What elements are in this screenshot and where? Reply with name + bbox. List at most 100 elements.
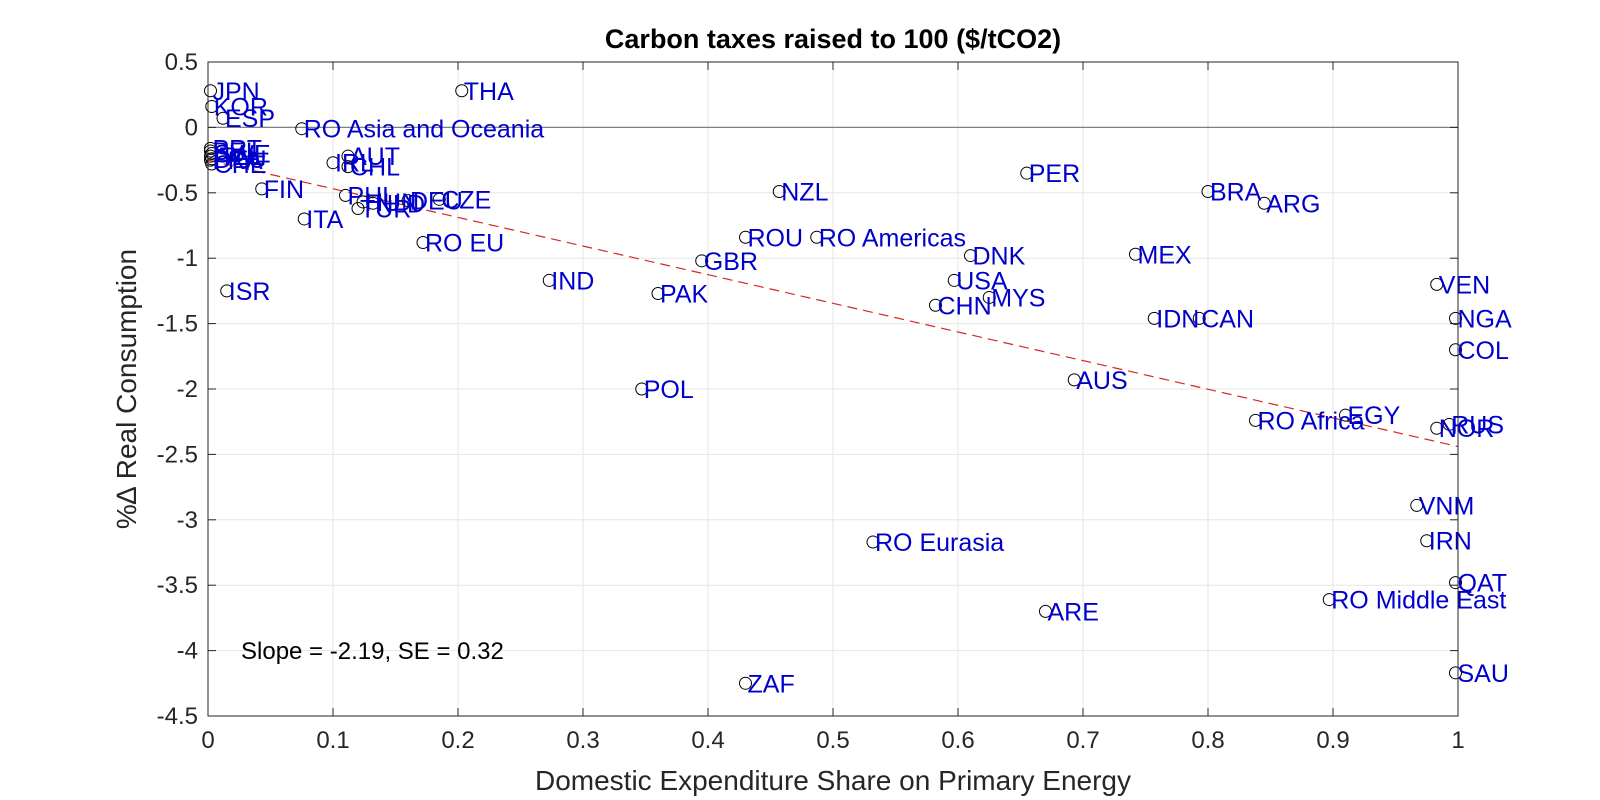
- point-label: RO EU: [425, 230, 504, 258]
- data-point: [1449, 576, 1462, 590]
- data-point: [205, 147, 219, 161]
- data-point: [204, 149, 217, 163]
- x-tick-label: 0.9: [1316, 727, 1349, 754]
- data-point: [255, 182, 269, 196]
- point-label: CZE: [441, 186, 491, 214]
- point-label: HUN: [365, 189, 419, 217]
- x-tick-label: 0.5: [816, 727, 849, 754]
- point-label: EGY: [1348, 402, 1401, 430]
- y-axis-ticks: 0.5 0 -0.5 -1 -1.5 -2 -2.5 -3 -3.5 -4 -4.5: [157, 49, 1458, 730]
- point-label: ISR: [229, 278, 271, 306]
- point-label: IDN: [1156, 305, 1199, 333]
- x-tick-label: 0: [201, 727, 214, 754]
- x-tick-label: 1: [1451, 727, 1464, 754]
- data-point: [204, 84, 217, 98]
- data-point: [205, 99, 219, 113]
- data-point: [416, 236, 430, 250]
- y-tick-label: 0.5: [165, 49, 198, 76]
- point-label: FIN: [264, 176, 304, 204]
- data-point: [1322, 593, 1336, 607]
- data-point: [205, 157, 219, 171]
- point-label: PER: [1029, 160, 1080, 188]
- point-label: RUS: [1451, 411, 1504, 439]
- point-label: RO Americas: [819, 224, 966, 252]
- data-point: [1449, 666, 1462, 680]
- point-label: ARE: [1048, 598, 1099, 626]
- point-label: NGA: [1458, 305, 1513, 333]
- point-label: VEN: [1439, 271, 1490, 299]
- point-label: GBR: [704, 248, 758, 276]
- data-point: [295, 122, 309, 136]
- x-axis-label: Domestic Expenditure Share on Primary En…: [535, 765, 1131, 796]
- point-label: ITA: [213, 143, 250, 171]
- data-point: [1430, 277, 1444, 291]
- point-label: PAK: [660, 281, 708, 309]
- data-point: [341, 160, 355, 174]
- data-point: [326, 156, 340, 170]
- data-point: [929, 298, 942, 312]
- chart-title: Carbon taxes raised to 100 ($/tCO2): [605, 24, 1061, 54]
- data-point: [366, 196, 380, 210]
- point-label: IRN: [1429, 528, 1472, 556]
- y-tick-label: -4: [177, 638, 198, 665]
- data-point: [455, 84, 469, 98]
- data-point: [432, 192, 446, 206]
- data-point: [220, 284, 234, 298]
- point-label: NOR: [1439, 415, 1495, 443]
- point-label: ARG: [1266, 190, 1320, 218]
- data-point: [339, 188, 352, 202]
- point-label: NZL: [781, 178, 828, 206]
- point-label: IRL: [335, 150, 374, 178]
- point-labels: JPNKORESPPRTBELSWEITADEUFRACHEFINITAISRR…: [213, 78, 1513, 699]
- data-point: [1430, 421, 1444, 435]
- point-label: ZAF: [748, 670, 795, 698]
- x-tick-label: 0.6: [941, 727, 974, 754]
- y-tick-label: -3.5: [157, 572, 198, 599]
- data-point: [356, 195, 370, 209]
- data-point: [1067, 373, 1081, 387]
- data-point: [635, 382, 649, 396]
- point-label: AUS: [1076, 367, 1127, 395]
- point-label: KOR: [214, 93, 268, 121]
- data-point: [1039, 604, 1052, 618]
- point-label: PHL: [348, 182, 397, 210]
- y-tick-label: -1: [177, 245, 198, 272]
- point-label: ROU: [748, 224, 804, 252]
- y-tick-label: -3: [177, 507, 198, 534]
- point-label: DNK: [973, 243, 1026, 271]
- data-point: [810, 230, 824, 244]
- point-label: POL: [644, 376, 694, 404]
- data-point: [1449, 343, 1462, 357]
- data-point: [216, 111, 230, 125]
- point-label: PRT: [213, 135, 263, 163]
- point-label: CAN: [1201, 305, 1254, 333]
- x-tick-label: 0.1: [316, 727, 349, 754]
- point-label: THA: [464, 78, 514, 106]
- data-point: [1249, 413, 1262, 427]
- point-label: RO Eurasia: [875, 529, 1004, 557]
- data-point: [401, 194, 415, 208]
- data-point: [739, 230, 752, 244]
- data-point: [651, 287, 665, 301]
- y-tick-label: -2.5: [157, 441, 198, 468]
- point-label: FRA: [213, 147, 263, 175]
- point-label: QAT: [1458, 570, 1508, 598]
- data-point: [1442, 417, 1456, 431]
- regression-fit-line: [207, 159, 1459, 448]
- point-label: RO Asia and Oceania: [304, 116, 545, 144]
- data-point: [341, 149, 355, 163]
- point-label: COL: [1458, 337, 1510, 365]
- data-point: [1257, 196, 1271, 210]
- point-label: JPN: [213, 78, 260, 106]
- data-point: [542, 273, 556, 287]
- point-label: AUT: [350, 143, 400, 171]
- data-point: [297, 212, 311, 226]
- data-point: [772, 184, 786, 198]
- data-point: [1201, 184, 1215, 198]
- data-point: [1192, 311, 1206, 325]
- point-label: NLD: [375, 190, 425, 218]
- point-label: USA: [956, 267, 1008, 295]
- y-tick-label: -2: [177, 376, 198, 403]
- data-point: [1420, 534, 1434, 548]
